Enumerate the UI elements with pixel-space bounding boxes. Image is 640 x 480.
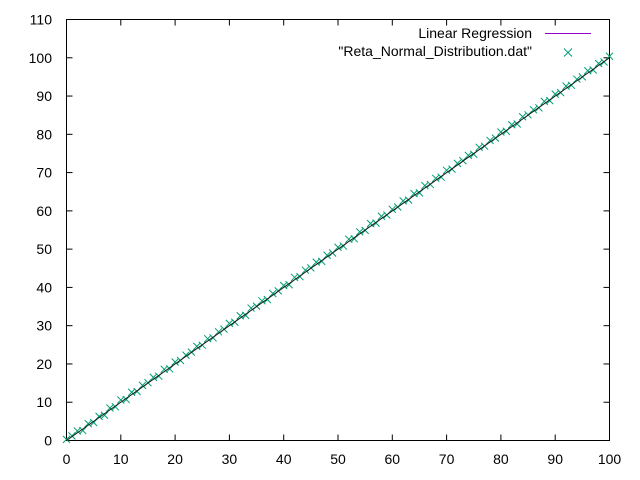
y-tick-label: 90: [36, 88, 52, 104]
data-point: [605, 52, 614, 61]
data-point: [388, 205, 397, 214]
x-tick-label: 60: [385, 451, 401, 467]
y-tick-label: 0: [44, 433, 52, 449]
data-point: [268, 289, 277, 298]
x-tick-label: 20: [167, 451, 183, 467]
data-point: [573, 75, 581, 84]
x-tick-label: 0: [63, 451, 71, 467]
legend-label-data-file: "Reta_Normal_Distribution.dat": [338, 43, 532, 59]
data-point: [247, 304, 255, 312]
y-tick-label: 30: [36, 318, 52, 334]
data-point: [453, 159, 462, 168]
data-point: [100, 411, 109, 420]
data-point: [171, 358, 179, 366]
plot-border: [66, 19, 610, 441]
y-tick-label: 100: [29, 50, 53, 66]
y-tick-label: 80: [36, 126, 52, 142]
data-point: [62, 435, 71, 444]
data-point: [529, 105, 538, 114]
legend: Linear Regression "Reta_Normal_Distribut…: [338, 25, 591, 59]
y-tick-label: 50: [36, 241, 52, 257]
data-point: [323, 251, 331, 260]
data-point: [355, 228, 364, 236]
x-tick-label: 40: [276, 451, 292, 467]
y-tick-label: 20: [36, 356, 52, 372]
regression-line: [66, 57, 610, 441]
y-tick-label: 10: [36, 394, 52, 410]
data-point: [78, 426, 87, 435]
legend-marker-x: [563, 48, 573, 57]
data-point: [486, 136, 494, 145]
y-tick-label: 60: [36, 203, 52, 219]
data-point: [301, 266, 310, 275]
y-tick-label: 70: [36, 165, 52, 181]
x-tick-label: 100: [598, 451, 622, 467]
data-point: [518, 112, 527, 121]
data-point: [214, 327, 223, 336]
data-point: [551, 90, 560, 98]
x-tick-label: 70: [439, 451, 455, 467]
axis-tick-labels: 0 10 20 30 40 50 60 70 80 90 100 0 10 20 30 40 50 60 70 80 9…: [29, 12, 622, 468]
data-point: [594, 59, 603, 68]
series-layer: [62, 52, 614, 444]
y-tick-label: 110: [30, 12, 53, 28]
legend-label-linear-regression: Linear Regression: [418, 25, 532, 41]
x-tick-label: 10: [113, 451, 129, 467]
x-tick-label: 90: [547, 451, 563, 467]
data-point: [138, 381, 147, 390]
y-tick-label: 40: [36, 279, 52, 295]
x-tick-label: 80: [493, 451, 509, 467]
axis-ticks: [66, 19, 610, 441]
x-tick-label: 50: [330, 451, 346, 467]
x-tick-label: 30: [222, 451, 238, 467]
